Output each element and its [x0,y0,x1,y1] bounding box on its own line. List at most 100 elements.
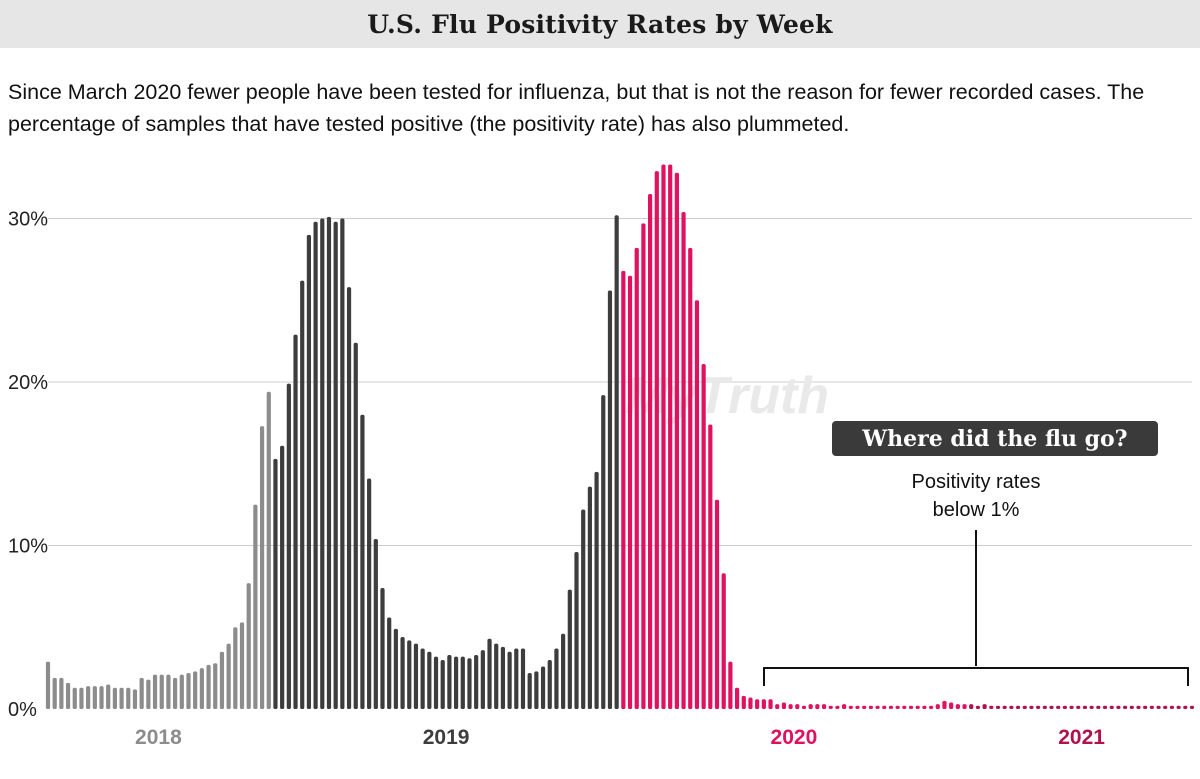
bar-2021 [1015,705,1021,709]
bar-2020 [708,424,713,709]
bar-2020 [734,687,740,709]
bar-2018 [246,583,251,709]
bar-2020 [815,704,820,709]
bar-2019 [300,280,305,709]
bar-2020 [621,270,626,709]
bar-2020 [694,300,700,709]
bar-2020 [962,704,967,709]
bar-2018 [152,674,158,709]
bar-2019 [494,643,499,709]
bar-2018 [206,664,211,709]
bar-2019 [413,643,419,709]
bar-2021 [1109,705,1114,709]
bar-2021 [995,705,1001,709]
bar-2019 [447,655,452,709]
bar-2018 [146,679,151,709]
x-year-label-2020: 2020 [771,726,818,749]
bar-2021 [1002,705,1007,709]
bar-2019 [581,509,586,709]
y-tick-label: 10% [8,536,48,558]
bar-2020 [935,704,940,709]
bar-2019 [326,216,332,710]
bar-2020 [808,704,813,709]
bar-2021 [1076,705,1081,709]
bar-2019 [500,646,506,709]
bar-2018 [179,674,184,709]
bar-2020 [654,171,659,709]
bar-2020 [842,704,847,709]
bar-2019 [340,218,345,709]
bar-2020 [775,704,780,709]
bar-2019 [360,414,365,709]
bar-2020 [821,704,827,709]
bar-2020 [828,705,833,709]
bar-2021 [1029,705,1034,709]
bar-2020 [862,705,867,709]
bar-2021 [1169,705,1175,709]
bar-2018 [86,686,91,709]
bar-2018 [112,687,117,709]
bar-2020 [701,364,706,709]
bar-2021 [969,704,974,709]
bar-2020 [902,705,907,709]
callout: Where did the flu go? Positivity rates b… [763,421,1189,686]
bar-2018 [193,671,198,709]
bar-2019 [346,287,352,709]
bar-2019 [306,234,312,709]
bar-2019 [554,648,559,709]
y-tick-label: 30% [8,209,48,231]
bar-2019 [393,628,398,709]
bar-2021 [1176,705,1181,709]
bar-2021 [989,705,994,709]
bar-2019 [453,656,459,709]
bar-2021 [1183,705,1188,709]
bar-2019 [474,655,479,709]
bar-2020 [895,705,900,709]
bar-2020 [781,702,787,709]
x-axis: 2018 2019 2020 2021 [135,726,1105,749]
bar-2018 [159,674,164,709]
bar-2019 [313,221,318,709]
bar-2020 [634,247,639,709]
bar-2018 [199,668,204,710]
bar-2020 [627,275,633,709]
bar-2020 [801,705,807,709]
bar-2018 [79,687,84,709]
bar-2021 [975,705,981,709]
bar-2018 [226,643,231,709]
bar-2018 [139,677,144,709]
bar-2018 [259,426,265,709]
bar-2020 [848,705,853,709]
callout-bracket [763,530,1189,686]
bar-2019 [367,478,372,709]
bar-2021 [1123,705,1128,709]
title-bar: U.S. Flu Positivity Rates by Week [0,0,1200,48]
bar-2019 [333,221,338,709]
bar-2020 [855,705,860,709]
x-year-label-2021: 2021 [1058,726,1105,749]
bar-2019 [320,218,325,709]
bar-2020 [741,695,746,709]
bar-2019 [353,342,358,709]
bar-2019 [614,215,619,710]
bar-2018 [166,674,171,709]
bar-2020 [681,211,686,709]
bar-2019 [527,673,532,709]
bar-2019 [534,671,539,709]
bar-2019 [514,648,519,709]
bar-2020 [641,223,646,709]
bar-2020 [748,697,753,709]
chart-subtitle: Since March 2020 fewer people have been … [8,80,1145,136]
bar-2020 [721,573,726,709]
bar-2019 [561,633,566,709]
bar-2020 [761,699,766,709]
bar-2019 [280,445,285,709]
bar-2018 [132,689,138,709]
y-tick-label: 0% [8,699,37,721]
bar-2019 [480,650,485,709]
bar-2020 [674,172,679,710]
bar-2021 [1036,705,1041,709]
bar-2021 [1049,705,1054,709]
bar-2018 [239,622,245,709]
bar-2019 [601,395,606,709]
